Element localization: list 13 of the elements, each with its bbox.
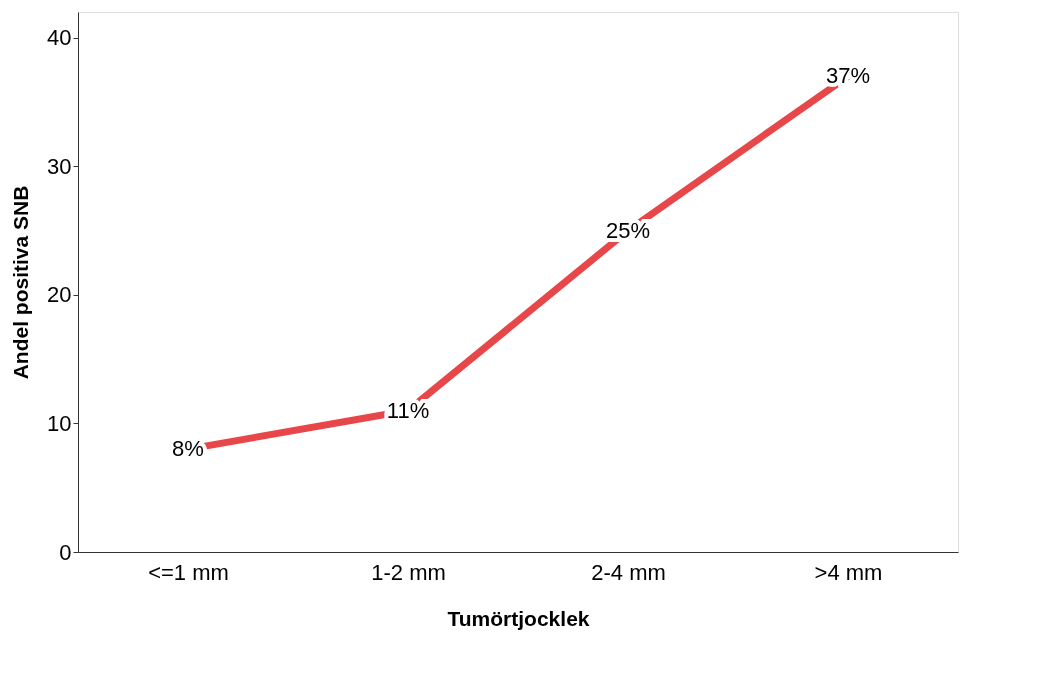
data-label: 8% <box>172 436 204 462</box>
y-tick-label: 40 <box>47 25 72 51</box>
x-tick-label: 2-4 mm <box>591 559 666 585</box>
x-tick-label: >4 mm <box>814 559 883 585</box>
y-tick-label: 0 <box>59 539 72 565</box>
x-axis-title: Tumörtjocklek <box>447 606 590 630</box>
data-label: 37% <box>825 63 871 89</box>
x-tick-label: <=1 mm <box>148 559 229 585</box>
y-axis-title: Andel positiva SNB <box>9 185 33 380</box>
y-tick-label: 20 <box>47 282 72 308</box>
y-tick-label: 30 <box>47 153 72 179</box>
x-tick-label: 1-2 mm <box>371 559 446 585</box>
y-tick-label: 10 <box>47 410 72 436</box>
